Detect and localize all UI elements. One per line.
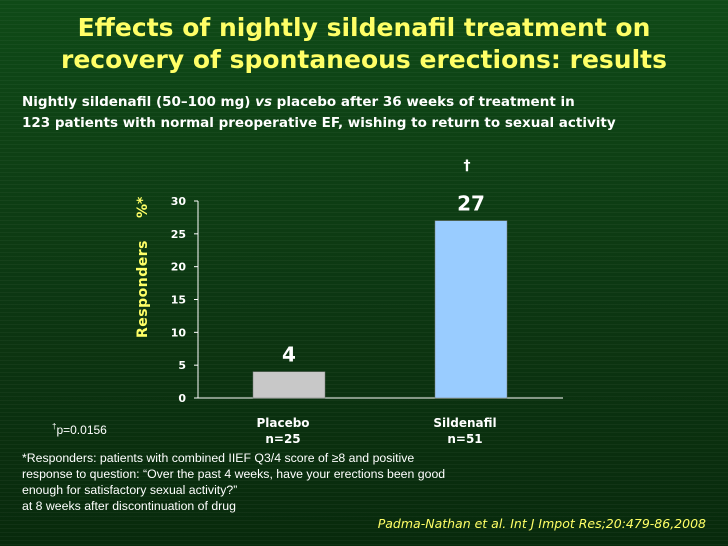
x-category-label: Placebo [256, 416, 309, 430]
p-value-text: p=0.0156 [56, 423, 107, 437]
title-line-1: Effects of nightly sildenafil treatment … [77, 13, 651, 42]
subtitle-text-2: placebo after 36 weeks of treatment in [271, 94, 575, 110]
y-tick-label: 30 [171, 195, 187, 208]
bar [252, 371, 326, 399]
y-axis-label-unit: %* [135, 196, 151, 218]
subtitle-line-2: 123 patients with normal preoperative EF… [22, 115, 616, 131]
p-value-footnote: †p=0.0156 [52, 422, 107, 437]
slide-title: Effects of nightly sildenafil treatment … [0, 12, 728, 76]
y-tick-label: 0 [178, 392, 186, 405]
subtitle-line-1: Nightly sildenafil (50–100 mg) vs placeb… [22, 92, 712, 113]
significance-marker: † [464, 158, 471, 174]
data-label: 27 [457, 192, 485, 216]
y-ticks: 0 5 10 15 20 25 30 [171, 195, 198, 405]
x-category-sublabel: n=25 [265, 432, 300, 446]
y-tick-label: 15 [171, 294, 186, 307]
y-tick-label: 25 [171, 228, 186, 241]
footnote-line: enough for satisfactory sexual activity?… [22, 483, 238, 497]
y-tick-label: 10 [171, 326, 187, 339]
citation: Padma-Nathan et al. Int J Impot Res;20:4… [377, 516, 706, 531]
subtitle: Nightly sildenafil (50–100 mg) vs placeb… [22, 92, 712, 134]
footnote-line: *Responders: patients with combined IIEF… [22, 451, 415, 465]
y-axis-label-main: Responders [135, 240, 151, 338]
responders-footnote: *Responders: patients with combined IIEF… [22, 450, 542, 514]
title-line-2: recovery of spontaneous erections: resul… [61, 45, 667, 74]
dagger-symbol: † [52, 422, 57, 431]
bars: 4 27 † [252, 158, 508, 399]
subtitle-text-1: Nightly sildenafil (50–100 mg) [22, 94, 256, 110]
y-tick-label: 5 [178, 359, 186, 372]
x-category-label: Sildenafil [433, 416, 496, 430]
footnote-line: response to question: “Over the past 4 w… [22, 467, 446, 481]
y-tick-label: 20 [171, 261, 187, 274]
bar [434, 220, 508, 399]
footnote-line: at 8 weeks after discontinuation of drug [22, 499, 236, 513]
x-category-sublabel: n=51 [447, 432, 482, 446]
bar-chart: 0 5 10 15 20 25 30 4 27 † Placebo n=25 Sildenafil n… [135, 158, 563, 446]
chart-axes [197, 201, 563, 399]
subtitle-vs: vs [255, 94, 272, 110]
data-label: 4 [282, 343, 296, 367]
x-labels: Placebo n=25 Sildenafil n=51 [256, 416, 496, 446]
